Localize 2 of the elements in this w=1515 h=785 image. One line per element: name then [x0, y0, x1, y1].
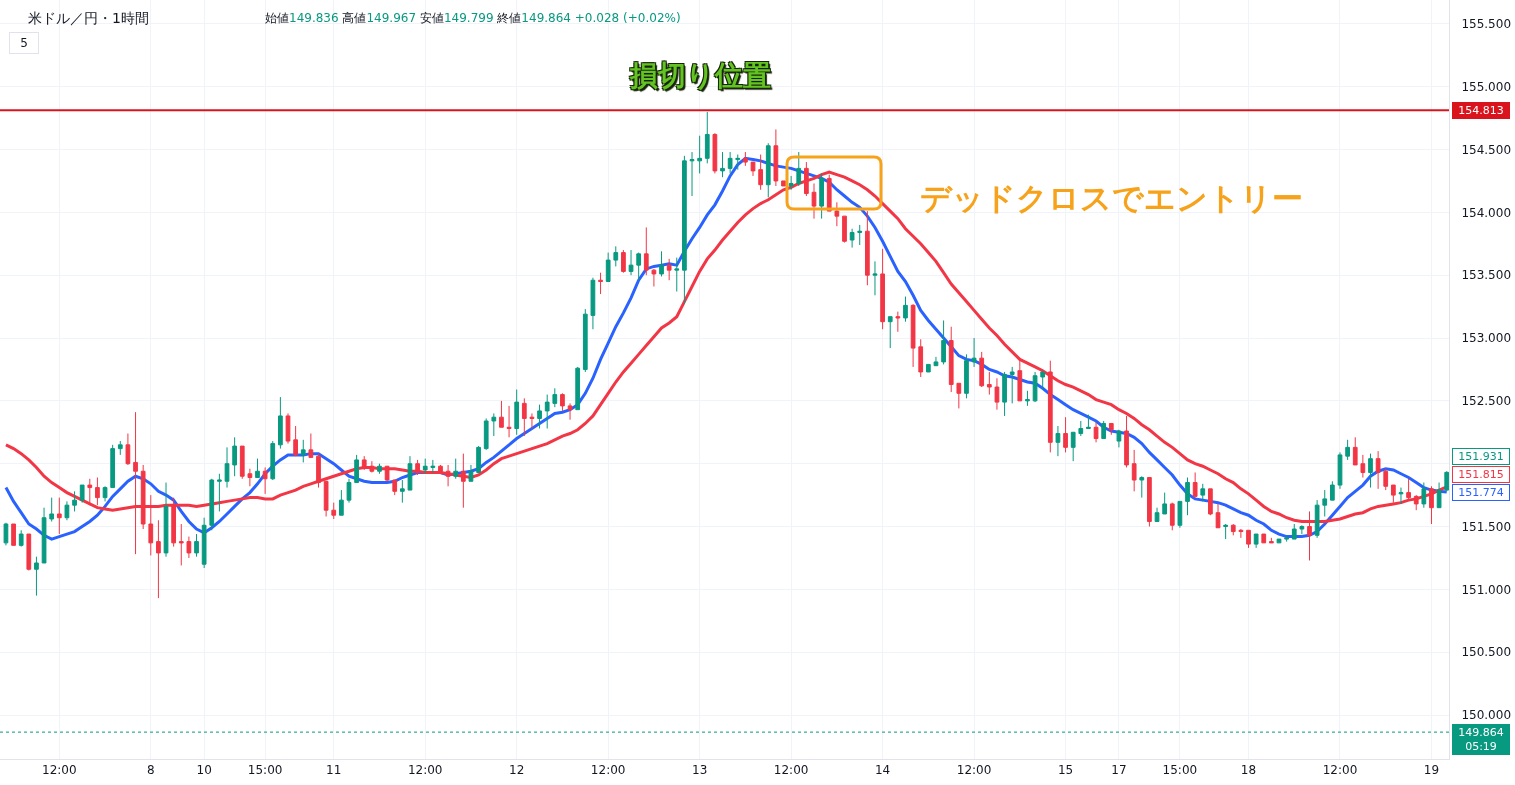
candlestick: [3, 522, 9, 546]
candlestick: [11, 523, 16, 546]
